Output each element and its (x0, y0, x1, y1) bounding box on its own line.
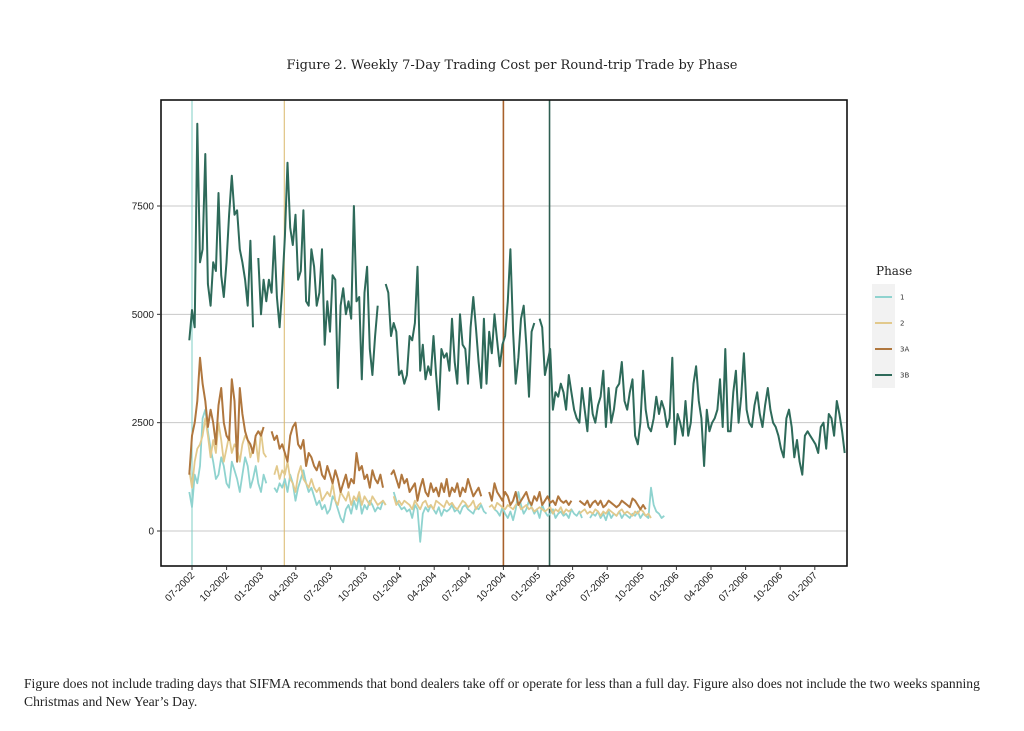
chart-title: Figure 2. Weekly 7-Day Trading Cost per … (286, 58, 738, 73)
legend-label: 3A (900, 346, 909, 354)
plot-frame (160, 99, 848, 567)
series-line-3b (188, 122, 846, 476)
x-tick-label: 04-2006 (682, 570, 716, 604)
y-tick-label: 5000 (132, 310, 155, 321)
legend-label: 1 (900, 294, 904, 302)
x-tick-label: 01-2007 (786, 570, 820, 604)
legend-title: Phase (876, 264, 912, 278)
x-tick-label: 07-2006 (717, 570, 751, 604)
x-tick-label: 01-2003 (233, 570, 267, 604)
legend-key-background (872, 284, 895, 388)
legend-label: 2 (900, 320, 904, 328)
series-line-1 (188, 408, 665, 543)
x-tick-label: 01-2006 (648, 570, 682, 604)
x-tick-label: 10-2004 (475, 570, 509, 604)
x-axis: 07-2002 10-2002 01-2003 04-2003 07-2003 10-20… (163, 566, 820, 604)
x-tick-label: 10-2006 (752, 570, 786, 604)
figure-caption: Figure does not include trading days tha… (24, 676, 980, 709)
series-lines (188, 122, 846, 543)
series-line-2 (188, 417, 652, 519)
x-tick-label: 07-2002 (163, 570, 197, 604)
x-tick-label: 10-2003 (336, 570, 370, 604)
x-tick-label: 04-2005 (544, 570, 578, 604)
y-tick-label: 2500 (132, 418, 155, 429)
series-line-3a (188, 356, 647, 511)
x-tick-label: 04-2003 (267, 570, 301, 604)
x-tick-label: 10-2002 (198, 570, 232, 604)
x-tick-label: 07-2004 (440, 570, 474, 604)
x-tick-label: 01-2004 (371, 570, 405, 604)
x-tick-label: 04-2004 (406, 570, 440, 604)
y-tick-label: 0 (148, 527, 154, 538)
legend-label: 3B (900, 372, 909, 380)
x-tick-label: 07-2003 (302, 570, 336, 604)
x-tick-label: 07-2005 (579, 570, 613, 604)
legend: Phase 1 2 3A 3B (872, 264, 912, 388)
y-tick-label: 7500 (132, 202, 155, 213)
y-axis: 0 2500 5000 7500 (132, 202, 161, 538)
x-tick-label: 01-2005 (509, 570, 543, 604)
x-tick-label: 10-2005 (613, 570, 647, 604)
